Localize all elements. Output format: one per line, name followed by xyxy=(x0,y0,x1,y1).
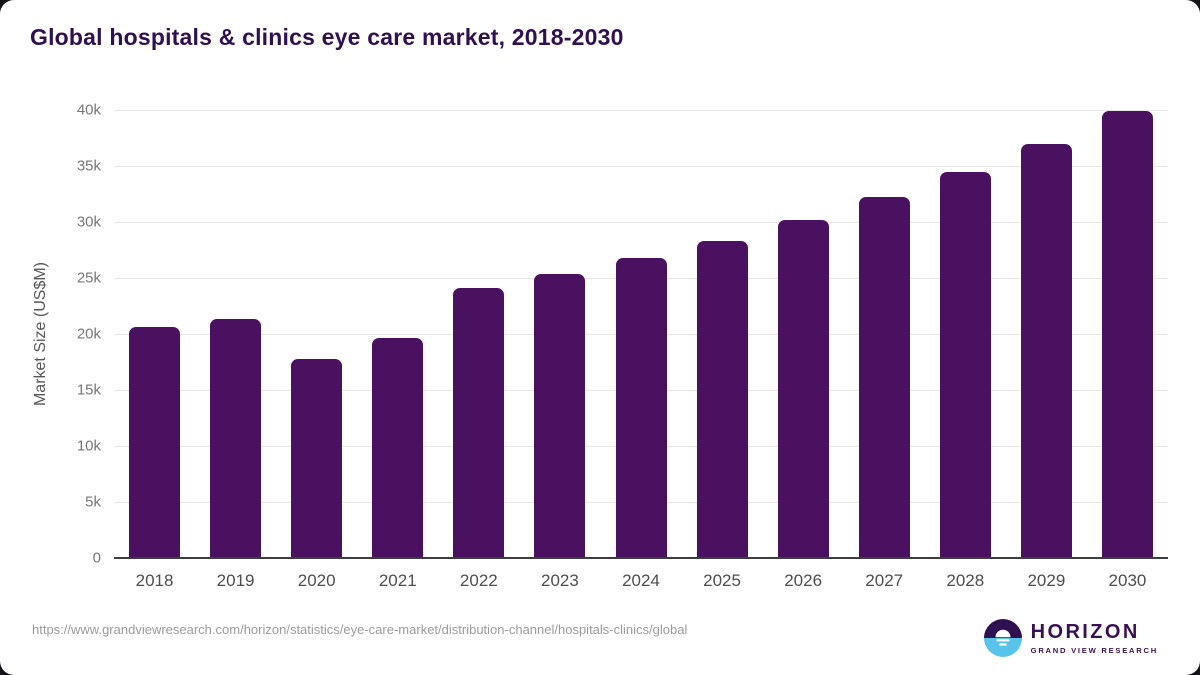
horizon-logo: HORIZON GRAND VIEW RESEARCH xyxy=(983,619,1158,657)
bar-2022[interactable] xyxy=(453,288,505,558)
x-tick-label-2027: 2027 xyxy=(865,571,904,590)
bar-2021[interactable] xyxy=(372,338,424,558)
chart-title: Global hospitals & clinics eye care mark… xyxy=(30,24,624,50)
plot-area: 0 5k 10k 15k 20k 25k 30k 35k 40k 2018 2019 2020 2021… xyxy=(77,102,1168,590)
x-tick-label-2021: 2021 xyxy=(378,571,417,590)
gridline-40k xyxy=(114,110,1168,111)
y-tick-label-35k: 35k xyxy=(76,157,101,175)
bar-2019[interactable] xyxy=(210,319,262,558)
y-tick-label-10k: 10k xyxy=(76,437,101,455)
bar-2023[interactable] xyxy=(534,273,586,558)
x-tick-label-2025: 2025 xyxy=(703,571,741,590)
horizon-sun-icon xyxy=(983,619,1022,657)
x-tick-label-2022: 2022 xyxy=(459,571,498,590)
x-tick-label-2019: 2019 xyxy=(216,571,255,590)
x-tick-label-2026: 2026 xyxy=(784,571,823,590)
bar-2029[interactable] xyxy=(1020,143,1072,558)
y-tick-label-5k: 5k xyxy=(85,493,101,511)
bar-2026[interactable] xyxy=(777,219,829,558)
logo-subtext: GRAND VIEW RESEARCH xyxy=(1030,645,1158,655)
x-tick-label-2020: 2020 xyxy=(297,571,336,590)
y-tick-label-25k: 25k xyxy=(76,269,101,287)
bar-2027[interactable] xyxy=(858,197,910,558)
x-tick-label-2024: 2024 xyxy=(622,571,660,590)
x-tick-label-2028: 2028 xyxy=(946,571,985,590)
x-tick-label-2030: 2030 xyxy=(1108,571,1147,590)
bar-2018[interactable] xyxy=(129,327,181,558)
gridline-30k xyxy=(114,222,1168,223)
source-url: https://www.grandviewresearch.com/horizo… xyxy=(32,622,688,637)
y-tick-label-40k: 40k xyxy=(76,101,101,119)
y-tick-label-0: 0 xyxy=(92,549,101,567)
bar-2028[interactable] xyxy=(939,171,991,558)
logo-wordmark: HORIZON xyxy=(1030,620,1140,643)
x-tick-label-2023: 2023 xyxy=(540,571,579,590)
bar-2024[interactable] xyxy=(615,257,667,558)
logo-text: HORIZON GRAND VIEW RESEARCH xyxy=(1031,622,1158,655)
x-tick-label-2029: 2029 xyxy=(1027,571,1066,590)
bar-2025[interactable] xyxy=(696,241,748,558)
y-tick-label-20k: 20k xyxy=(76,325,101,343)
y-tick-label-15k: 15k xyxy=(76,381,101,399)
bar-2020[interactable] xyxy=(291,358,343,558)
y-axis-title: Market Size (US$M) xyxy=(32,261,49,407)
y-tick-label-30k: 30k xyxy=(76,213,101,231)
bar-2030[interactable] xyxy=(1101,111,1153,558)
x-tick-label-2018: 2018 xyxy=(135,571,174,590)
gridline-35k xyxy=(114,166,1168,167)
x-axis-line xyxy=(114,557,1168,559)
